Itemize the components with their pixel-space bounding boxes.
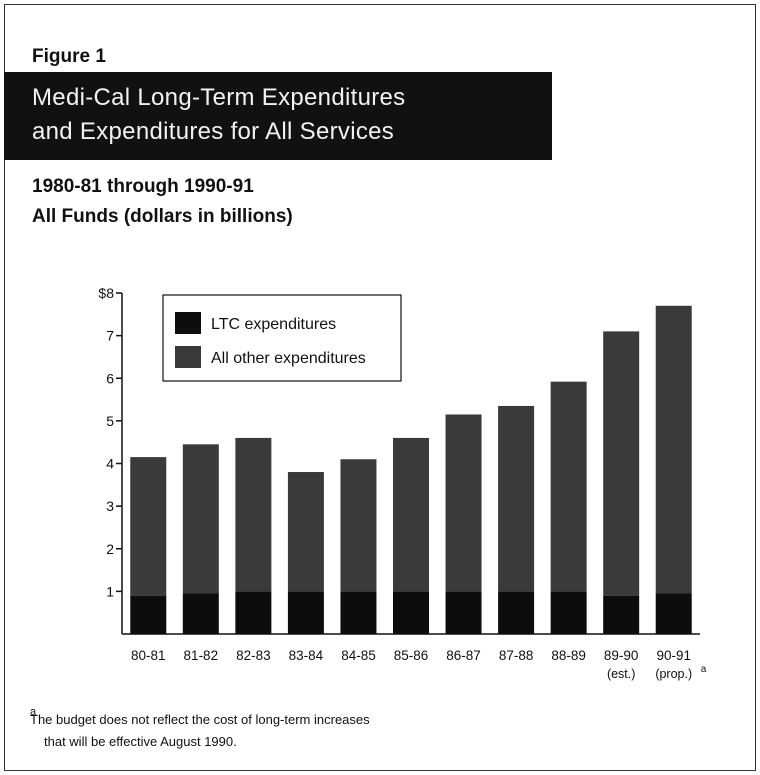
x-category-note: (prop.) <box>655 667 692 681</box>
bar-ltc-88-89 <box>550 591 587 634</box>
legend-label-ltc: LTC expenditures <box>211 316 336 333</box>
y-tick-label: 4 <box>106 456 114 472</box>
legend-label-other: All other expenditures <box>211 350 366 367</box>
title-band: Medi-Cal Long-Term Expenditures and Expe… <box>4 72 552 160</box>
bar-other-86-87 <box>445 414 482 592</box>
figure-frame <box>4 4 756 771</box>
bar-other-83-84 <box>287 472 324 592</box>
y-tick-label: $8 <box>98 285 114 301</box>
footnote-line-2: that will be effective August 1990. <box>44 734 237 749</box>
y-tick-label: 5 <box>106 413 114 429</box>
y-tick-label: 1 <box>106 583 114 599</box>
x-tick-label: 83-84 <box>289 648 324 663</box>
bar-other-90-91 <box>655 305 692 594</box>
bar-ltc-90-91 <box>655 593 692 634</box>
bar-other-84-85 <box>340 459 377 592</box>
footnote-marker: a <box>30 706 37 718</box>
legend-box <box>162 294 402 382</box>
x-tick-label: 84-85 <box>341 648 376 663</box>
bar-ltc-86-87 <box>445 591 482 634</box>
bar-ltc-87-88 <box>498 591 535 634</box>
x-category-note: (est.) <box>607 667 635 681</box>
x-tick-label: 82-83 <box>236 648 271 663</box>
chart-subtitle-line-2: All Funds (dollars in billions) <box>32 206 293 227</box>
x-tick-label: 80-81 <box>131 648 166 663</box>
bar-other-87-88 <box>498 405 535 592</box>
y-tick-label: 6 <box>106 370 114 386</box>
chart-subtitle-line-1: 1980-81 through 1990-91 <box>32 176 254 197</box>
bar-ltc-89-90 <box>603 595 640 634</box>
legend-swatch-ltc <box>175 312 201 334</box>
chart-title-line-1: Medi-Cal Long-Term Expenditures <box>32 84 406 111</box>
footnote-line-1: The budget does not reflect the cost of … <box>30 712 370 727</box>
bar-ltc-84-85 <box>340 591 377 634</box>
y-tick-label: 2 <box>106 541 114 557</box>
bar-other-88-89 <box>550 381 587 592</box>
chart-title-line-2: and Expenditures for All Services <box>32 118 395 145</box>
bar-ltc-85-86 <box>393 591 429 634</box>
x-tick-label: 81-82 <box>184 648 219 663</box>
x-tick-label: 88-89 <box>551 648 586 663</box>
x-tick-label: 86-87 <box>446 648 481 663</box>
y-tick-label: 7 <box>106 328 114 344</box>
x-tick-label: 85-86 <box>394 648 429 663</box>
figure-label: Figure 1 <box>32 46 106 67</box>
bar-other-81-82 <box>182 444 219 594</box>
x-tick-label: 87-88 <box>499 648 534 663</box>
bar-ltc-80-81 <box>130 595 167 634</box>
bar-ltc-81-82 <box>182 593 219 634</box>
x-tick-label: 90-91 <box>656 648 691 663</box>
legend-swatch-other <box>175 346 201 368</box>
footnote-superscript: a <box>701 664 707 675</box>
bar-other-89-90 <box>603 331 640 596</box>
y-tick-label: 3 <box>106 498 114 514</box>
bar-ltc-82-83 <box>235 591 272 634</box>
bar-other-85-86 <box>393 437 429 592</box>
bar-other-80-81 <box>130 457 167 596</box>
x-tick-label: 89-90 <box>604 648 639 663</box>
bar-chart: 1 2 3 4 5 6 7 $8 80-81 81-82 82-83 83-84 84-85 85-86 8… <box>98 285 707 681</box>
bar-ltc-83-84 <box>287 591 324 634</box>
bar-other-82-83 <box>235 437 272 592</box>
